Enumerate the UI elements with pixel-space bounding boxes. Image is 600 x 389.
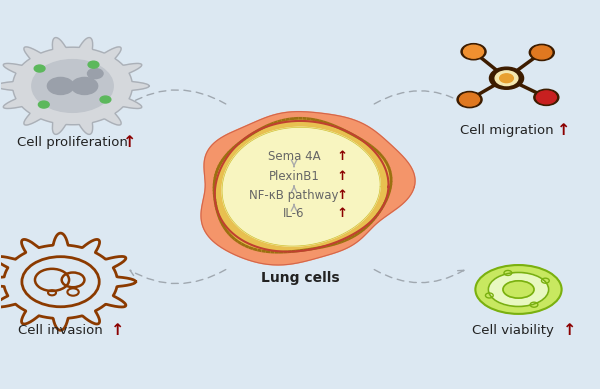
Circle shape <box>460 93 479 106</box>
Circle shape <box>100 96 111 103</box>
Circle shape <box>500 74 514 82</box>
Circle shape <box>461 44 486 60</box>
Text: ↑: ↑ <box>337 207 347 220</box>
Text: ↑: ↑ <box>337 151 347 163</box>
Circle shape <box>88 68 103 79</box>
Circle shape <box>464 45 484 58</box>
Circle shape <box>88 61 99 68</box>
Circle shape <box>38 101 49 108</box>
Text: ↑: ↑ <box>123 135 136 150</box>
Text: NF-κB pathway: NF-κB pathway <box>249 189 339 202</box>
Circle shape <box>495 71 518 86</box>
Text: PlexinB1: PlexinB1 <box>269 170 319 183</box>
Ellipse shape <box>475 265 562 314</box>
Circle shape <box>490 67 524 89</box>
Circle shape <box>47 77 74 95</box>
Polygon shape <box>0 233 136 330</box>
Circle shape <box>534 89 559 105</box>
Text: Cell proliferation: Cell proliferation <box>17 136 128 149</box>
Text: Cell migration: Cell migration <box>460 124 553 137</box>
Polygon shape <box>0 38 149 134</box>
Text: Lung cells: Lung cells <box>260 271 340 285</box>
Circle shape <box>457 91 482 108</box>
Polygon shape <box>222 127 380 246</box>
Circle shape <box>32 60 113 112</box>
Ellipse shape <box>503 281 534 298</box>
Text: ↑: ↑ <box>563 323 576 338</box>
Text: ↑: ↑ <box>337 189 347 202</box>
Text: ↑: ↑ <box>557 123 570 138</box>
Text: Sema 4A: Sema 4A <box>268 151 320 163</box>
Text: IL-6: IL-6 <box>283 207 305 220</box>
Polygon shape <box>201 112 415 265</box>
Text: ↑: ↑ <box>337 170 347 183</box>
Text: ↑: ↑ <box>111 323 124 338</box>
Circle shape <box>532 46 552 59</box>
Circle shape <box>71 77 98 95</box>
Circle shape <box>34 65 45 72</box>
Polygon shape <box>214 118 391 252</box>
Circle shape <box>536 91 556 104</box>
Ellipse shape <box>488 272 548 307</box>
Text: Cell invasion: Cell invasion <box>18 324 103 337</box>
Circle shape <box>529 44 554 61</box>
Text: Cell viability: Cell viability <box>472 324 553 337</box>
